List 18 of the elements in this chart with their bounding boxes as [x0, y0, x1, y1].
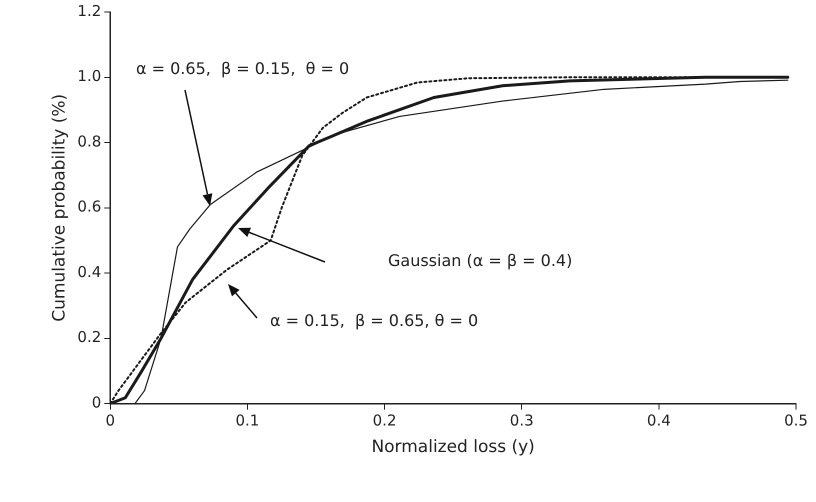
y-tick-label: 0.2	[77, 328, 102, 346]
x-tick-label: 0.1	[235, 411, 260, 430]
y-tick-label: 0	[92, 393, 102, 412]
x-tick-label: 0.5	[784, 411, 808, 430]
x-axis-title: Normalized loss (y)	[371, 437, 535, 458]
annotation: α = 0.65, β = 0.15, θ = 0	[136, 59, 350, 78]
x-tick-label: 0.4	[646, 411, 671, 430]
y-tick-label: 0.8	[77, 132, 102, 150]
y-axis-title: Cumulative probability (%)	[50, 94, 70, 322]
annotation: Gaussian (α = β = 0.4)	[388, 251, 572, 270]
y-tick-label: 0.4	[77, 262, 102, 281]
y-tick-label: 1.2	[77, 2, 102, 20]
y-tick-label: 0.6	[77, 198, 102, 216]
x-tick-label: 0.2	[372, 411, 396, 430]
x-tick-label: 0.3	[510, 411, 534, 430]
y-tick-label: 1.0	[77, 67, 102, 86]
x-tick-label: 0	[105, 411, 116, 430]
annotation: α = 0.15, β = 0.65, θ = 0	[270, 311, 478, 330]
